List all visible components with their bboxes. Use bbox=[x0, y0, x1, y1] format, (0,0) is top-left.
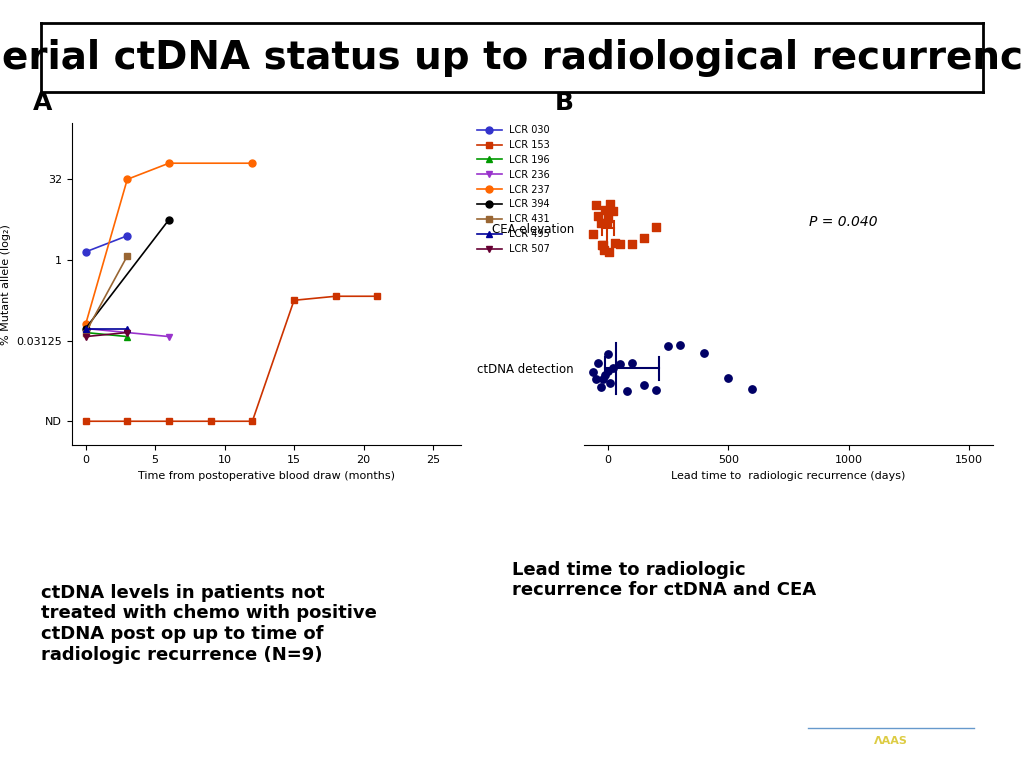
LCR 236 bbox=[163, 332, 175, 341]
Line: LCR 507: LCR 507 bbox=[82, 329, 131, 340]
Text: Lead time to radiologic
recurrence for ctDNA and CEA: Lead time to radiologic recurrence for c… bbox=[512, 561, 816, 600]
Point bbox=[672, 339, 688, 351]
LCR 030 bbox=[80, 247, 92, 257]
LCR 237 bbox=[246, 159, 258, 168]
Point bbox=[595, 240, 611, 252]
LCR 153 bbox=[288, 296, 300, 305]
LCR 507 bbox=[121, 328, 133, 337]
LCR 394 bbox=[80, 324, 92, 333]
Point bbox=[585, 228, 601, 240]
Point bbox=[648, 384, 665, 396]
Point bbox=[648, 220, 665, 233]
Point bbox=[636, 232, 652, 244]
Point bbox=[744, 382, 761, 395]
Point bbox=[596, 244, 612, 257]
LCR 237 bbox=[163, 159, 175, 168]
LCR 236 bbox=[121, 328, 133, 337]
Point bbox=[601, 246, 617, 258]
Point bbox=[595, 372, 611, 385]
Line: LCR 196: LCR 196 bbox=[82, 329, 131, 340]
Point bbox=[602, 377, 618, 389]
Point bbox=[600, 211, 616, 223]
Line: LCR 236: LCR 236 bbox=[82, 325, 172, 340]
Line: LCR 030: LCR 030 bbox=[82, 232, 131, 256]
LCR 507 bbox=[80, 332, 92, 341]
Point bbox=[604, 362, 621, 374]
Point bbox=[624, 356, 640, 369]
X-axis label: Time from postoperative blood draw (months): Time from postoperative blood draw (mont… bbox=[138, 471, 394, 481]
LCR 237 bbox=[80, 320, 92, 329]
Text: Medicine: Medicine bbox=[859, 707, 923, 719]
LCR 153 bbox=[121, 416, 133, 425]
Line: LCR 431: LCR 431 bbox=[82, 253, 131, 336]
Text: Translational: Translational bbox=[846, 687, 936, 699]
Legend: LCR 030, LCR 153, LCR 196, LCR 236, LCR 237, LCR 394, LCR 431, LCR 495, LCR 507: LCR 030, LCR 153, LCR 196, LCR 236, LCR … bbox=[473, 121, 554, 258]
LCR 236 bbox=[80, 324, 92, 333]
Point bbox=[597, 204, 613, 216]
Point bbox=[611, 238, 628, 250]
LCR 153 bbox=[205, 416, 217, 425]
Point bbox=[594, 240, 610, 252]
LCR 431 bbox=[121, 251, 133, 260]
LCR 153 bbox=[372, 292, 384, 301]
Point bbox=[720, 372, 736, 384]
LCR 196 bbox=[80, 328, 92, 337]
Point bbox=[592, 380, 608, 392]
Point bbox=[597, 369, 613, 381]
Text: A: A bbox=[33, 91, 52, 115]
Point bbox=[618, 385, 635, 397]
Point bbox=[598, 217, 614, 229]
Text: P = 0.040: P = 0.040 bbox=[809, 215, 878, 229]
Point bbox=[636, 379, 652, 391]
Text: ctDNA levels in patients not
treated with chemo with positive
ctDNA post op up t: ctDNA levels in patients not treated wit… bbox=[41, 584, 377, 664]
Point bbox=[607, 237, 624, 249]
Point bbox=[659, 339, 676, 352]
Point bbox=[588, 199, 604, 211]
Point bbox=[696, 346, 713, 359]
Line: LCR 394: LCR 394 bbox=[82, 216, 172, 332]
LCR 394 bbox=[163, 215, 175, 224]
Text: Serial ctDNA status up to radiological recurrence: Serial ctDNA status up to radiological r… bbox=[0, 38, 1024, 77]
LCR 153 bbox=[163, 416, 175, 425]
LCR 153 bbox=[330, 292, 342, 301]
Text: B: B bbox=[555, 91, 574, 115]
Point bbox=[585, 366, 601, 378]
Line: LCR 153: LCR 153 bbox=[82, 293, 381, 425]
Point bbox=[600, 364, 616, 376]
Point bbox=[590, 356, 606, 369]
Point bbox=[590, 210, 606, 223]
Point bbox=[600, 348, 616, 360]
LCR 495 bbox=[80, 324, 92, 333]
LCR 153 bbox=[80, 416, 92, 425]
Point bbox=[611, 357, 628, 369]
Point bbox=[588, 372, 604, 385]
Point bbox=[602, 198, 618, 210]
LCR 431 bbox=[80, 328, 92, 337]
LCR 237 bbox=[121, 175, 133, 184]
Text: ΛAAS: ΛAAS bbox=[873, 736, 908, 746]
Text: Science: Science bbox=[870, 666, 911, 676]
Point bbox=[604, 205, 621, 217]
LCR 196 bbox=[121, 332, 133, 341]
X-axis label: Lead time to  radiologic recurrence (days): Lead time to radiologic recurrence (days… bbox=[672, 471, 905, 481]
LCR 495 bbox=[121, 324, 133, 333]
Line: LCR 237: LCR 237 bbox=[82, 160, 256, 328]
Point bbox=[592, 217, 608, 229]
LCR 153 bbox=[246, 416, 258, 425]
Point bbox=[624, 238, 640, 250]
Y-axis label: % Mutant allele (log₂): % Mutant allele (log₂) bbox=[1, 223, 10, 345]
Line: LCR 495: LCR 495 bbox=[82, 325, 131, 332]
LCR 030 bbox=[121, 231, 133, 240]
